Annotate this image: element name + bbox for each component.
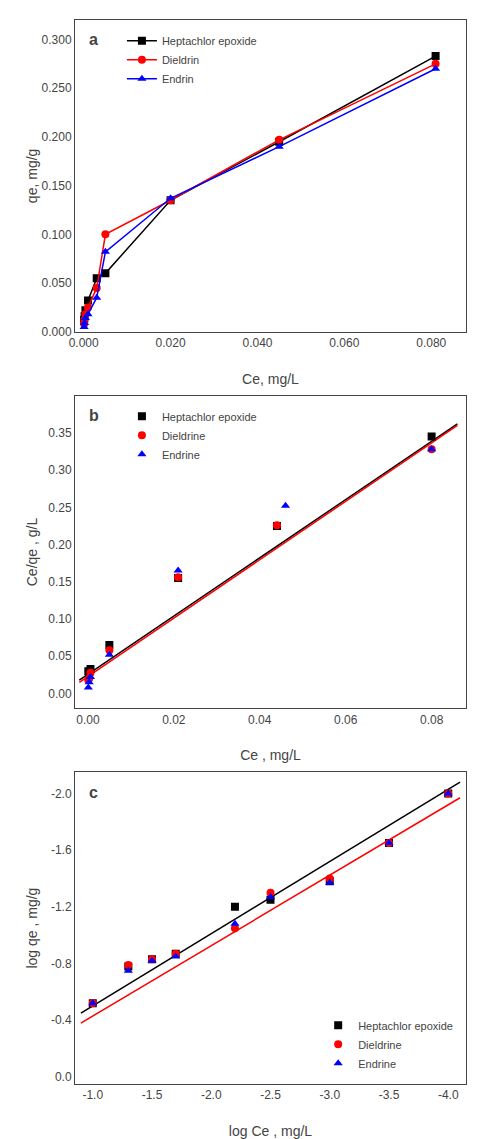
- svg-text:0.10: 0.10: [48, 612, 72, 626]
- svg-text:c: c: [89, 784, 98, 801]
- svg-text:Endrine: Endrine: [358, 1058, 396, 1070]
- svg-text:Ce , mg/L: Ce , mg/L: [240, 747, 301, 763]
- svg-text:-3.0: -3.0: [319, 1088, 340, 1102]
- svg-text:Heptachlor epoxide: Heptachlor epoxide: [162, 35, 257, 47]
- svg-text:0.15: 0.15: [48, 575, 72, 589]
- svg-text:Endrin: Endrin: [162, 73, 194, 85]
- svg-text:Dieldrin: Dieldrin: [162, 54, 199, 66]
- svg-text:-0.8: -0.8: [51, 957, 72, 971]
- svg-text:0.25: 0.25: [48, 501, 72, 515]
- svg-text:0.000: 0.000: [42, 325, 72, 339]
- svg-text:Dieldrine: Dieldrine: [162, 430, 205, 442]
- svg-text:log qe , mg/g: log qe , mg/g: [24, 888, 40, 969]
- svg-text:-4.0: -4.0: [438, 1088, 459, 1102]
- svg-text:-1.6: -1.6: [51, 843, 72, 857]
- svg-text:-2.5: -2.5: [260, 1088, 281, 1102]
- svg-text:0.04: 0.04: [248, 713, 272, 727]
- svg-text:0.020: 0.020: [156, 336, 186, 350]
- svg-text:0.00: 0.00: [76, 713, 100, 727]
- svg-text:log Ce , mg/L: log Ce , mg/L: [229, 1123, 312, 1139]
- svg-text:0.30: 0.30: [48, 463, 72, 477]
- svg-text:-3.5: -3.5: [379, 1088, 400, 1102]
- svg-text:0.20: 0.20: [48, 538, 72, 552]
- svg-text:a: a: [89, 31, 98, 48]
- svg-text:-1.5: -1.5: [142, 1088, 163, 1102]
- svg-text:-0.4: -0.4: [51, 1013, 72, 1027]
- svg-text:0.100: 0.100: [42, 228, 72, 242]
- svg-text:0.040: 0.040: [242, 336, 272, 350]
- svg-text:0.080: 0.080: [416, 336, 446, 350]
- svg-text:Heptachlor epoxide: Heptachlor epoxide: [358, 1020, 453, 1032]
- svg-text:-2.0: -2.0: [51, 787, 72, 801]
- svg-text:0.08: 0.08: [420, 713, 444, 727]
- svg-text:0.000: 0.000: [69, 336, 99, 350]
- svg-text:0.060: 0.060: [329, 336, 359, 350]
- svg-text:0.150: 0.150: [42, 179, 72, 193]
- svg-text:Dieldrine: Dieldrine: [358, 1039, 401, 1051]
- svg-text:0.050: 0.050: [42, 276, 72, 290]
- svg-text:-1.2: -1.2: [51, 900, 72, 914]
- svg-text:Endrine: Endrine: [162, 449, 200, 461]
- svg-text:b: b: [89, 407, 99, 424]
- svg-text:0.06: 0.06: [334, 713, 358, 727]
- svg-text:Ce/qe , g/L: Ce/qe , g/L: [24, 518, 40, 587]
- svg-text:0.00: 0.00: [48, 687, 72, 701]
- svg-text:0.0: 0.0: [55, 1070, 72, 1084]
- svg-text:0.05: 0.05: [48, 649, 72, 663]
- svg-text:-1.0: -1.0: [82, 1088, 103, 1102]
- svg-text:qe, mg/g: qe, mg/g: [24, 149, 40, 203]
- svg-text:0.35: 0.35: [48, 426, 72, 440]
- svg-text:-2.0: -2.0: [201, 1088, 222, 1102]
- svg-text:0.250: 0.250: [42, 81, 72, 95]
- svg-text:Ce, mg/L: Ce, mg/L: [242, 371, 299, 387]
- svg-text:0.200: 0.200: [42, 130, 72, 144]
- svg-text:Heptachlor epoxide: Heptachlor epoxide: [162, 411, 257, 423]
- svg-text:0.02: 0.02: [162, 713, 186, 727]
- svg-text:0.300: 0.300: [42, 33, 72, 47]
